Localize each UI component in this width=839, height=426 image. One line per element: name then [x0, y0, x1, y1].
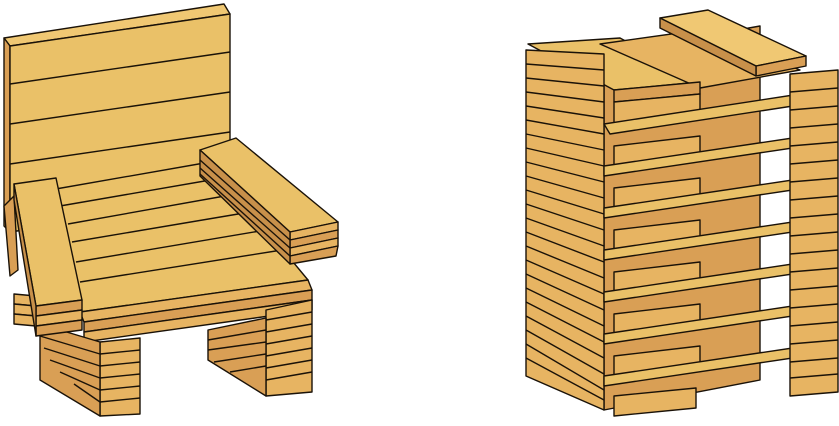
plank-chair [3, 3, 339, 417]
chair-seat-front-edge [79, 279, 313, 343]
tower-side-planks [603, 93, 807, 387]
tower-left-column [525, 49, 605, 411]
chair-front-left-leg [39, 323, 141, 417]
chair-left-armrest [13, 177, 83, 337]
chair-front-right-leg [207, 299, 313, 397]
plank-tower [525, 9, 839, 417]
tower-top [527, 9, 807, 103]
tower-right-column [789, 69, 839, 397]
chair-seat [49, 161, 309, 313]
chair-right-armrest [199, 137, 339, 265]
